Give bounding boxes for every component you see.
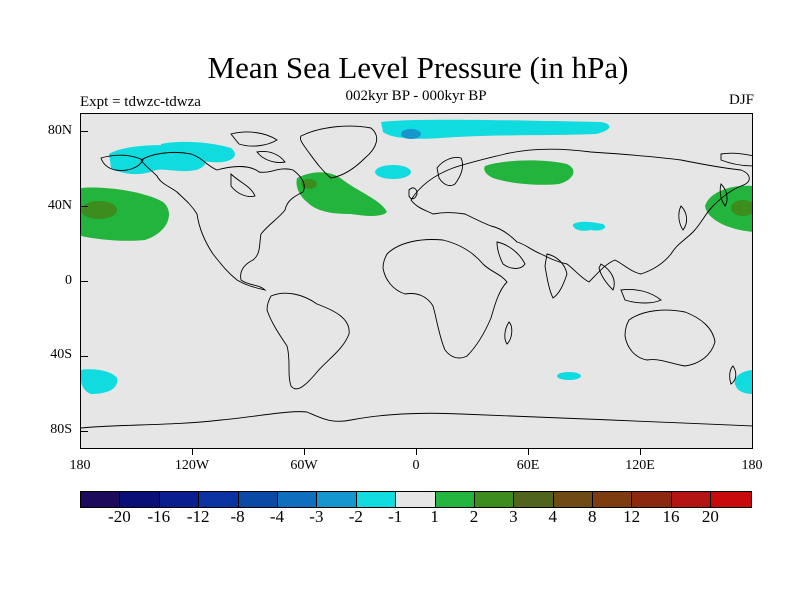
anomaly-neg-sw-pacific xyxy=(81,369,118,394)
coast-se-asia xyxy=(598,263,662,304)
experiment-label: Expt = tdwzc-tdwza xyxy=(80,94,201,110)
lon-tick xyxy=(416,449,417,455)
coast-india xyxy=(544,253,568,299)
lon-label-180w: 180 xyxy=(69,458,91,473)
anomaly-neg-arctic xyxy=(381,119,610,139)
chart-title: Mean Sea Level Pressure (in hPa) xyxy=(207,50,629,85)
colorbar-swatch xyxy=(514,492,554,507)
lon-tick xyxy=(192,449,193,455)
lat-label-0: 0 xyxy=(65,273,72,288)
anomaly-pos-atlantic-core xyxy=(301,179,317,189)
colorbar-label: -4 xyxy=(269,507,285,526)
colorbar-label: -12 xyxy=(186,507,210,526)
lat-label-40n: 40N xyxy=(47,198,72,213)
anomaly-pos-npac-west-core xyxy=(81,201,117,219)
coast-madagascar xyxy=(504,321,513,345)
coast-australia xyxy=(624,309,716,367)
colorbar xyxy=(80,491,752,508)
colorbar-label: -1 xyxy=(388,507,403,526)
anomaly-neg-greenland xyxy=(375,165,411,179)
colorbar-label: -20 xyxy=(108,507,131,526)
colorbar-label: 2 xyxy=(469,507,479,526)
colorbar-swatch xyxy=(356,492,397,507)
colorbar-label: -3 xyxy=(309,507,324,526)
anomaly-pos-npac-east xyxy=(705,185,752,232)
colorbar-label: 4 xyxy=(548,507,558,526)
anomaly-neg-se-pacific xyxy=(734,370,752,394)
coast-alaska xyxy=(100,154,144,171)
colorbar-swatch xyxy=(396,492,436,507)
lon-label-60w: 60W xyxy=(290,458,318,473)
colorbar-swatch xyxy=(159,492,200,507)
anomaly-neg-canada xyxy=(161,141,235,163)
season-label: DJF xyxy=(728,92,754,108)
colorbar-swatch xyxy=(120,492,160,507)
anomaly-neg-tibet xyxy=(573,221,606,231)
lat-tick xyxy=(80,356,88,357)
map-canvas xyxy=(81,114,752,448)
coast-antarctica xyxy=(81,411,752,429)
anomaly-pos-npac-east-core xyxy=(731,200,752,216)
coast-japan xyxy=(678,205,688,231)
anomaly-neg-arctic-core xyxy=(401,129,421,139)
coast-scandinavia xyxy=(436,157,464,187)
colorbar-swatch xyxy=(474,492,515,507)
coast-hudson-bay xyxy=(230,172,256,197)
coastlines xyxy=(81,125,752,429)
coast-new-zealand xyxy=(729,365,737,385)
coast-british-isles xyxy=(408,187,418,200)
lat-tick xyxy=(80,431,88,432)
coast-arctic-islands xyxy=(230,131,286,163)
colorbar-swatch xyxy=(81,492,121,507)
lat-tick xyxy=(80,281,88,282)
lat-label-80s: 80S xyxy=(50,422,72,437)
lat-label-40s: 40S xyxy=(50,347,72,362)
anomaly-pos-atlantic xyxy=(296,172,387,216)
colorbar-swatch xyxy=(317,492,357,507)
coast-south-america xyxy=(266,292,350,390)
map-panel xyxy=(80,113,753,449)
colorbar-label: 16 xyxy=(662,507,680,526)
lon-tick xyxy=(640,449,641,455)
colorbar-swatch xyxy=(238,492,278,507)
colorbar-label: -16 xyxy=(147,507,171,526)
lat-tick xyxy=(80,131,88,132)
lon-tick xyxy=(528,449,529,455)
lon-label-120w: 120W xyxy=(174,458,210,473)
colorbar-swatch xyxy=(593,492,633,507)
anomaly-neg-southern-ocean xyxy=(557,372,581,380)
lon-label-120e: 120E xyxy=(625,458,655,473)
lon-label-180e: 180 xyxy=(741,458,763,473)
colorbar-label: 1 xyxy=(430,507,439,526)
anomaly-fields xyxy=(81,119,752,394)
lat-label-80n: 80N xyxy=(47,123,72,138)
chart-subtitle: 002kyr BP - 000kyr BP xyxy=(345,88,487,104)
colorbar-label: 3 xyxy=(509,507,518,526)
coast-greenland xyxy=(300,125,378,179)
anomaly-pos-siberia xyxy=(484,160,574,185)
colorbar-swatch xyxy=(277,492,318,507)
colorbar-swatch xyxy=(711,492,751,507)
coast-africa xyxy=(382,239,508,359)
colorbar-swatch xyxy=(199,492,239,507)
colorbar-label: 12 xyxy=(623,507,641,526)
colorbar-swatch xyxy=(553,492,594,507)
colorbar-swatch xyxy=(671,492,712,507)
colorbar-label: -8 xyxy=(230,507,245,526)
coast-kamchatka xyxy=(719,183,728,207)
coast-eurasia xyxy=(410,148,750,283)
coast-chukotka xyxy=(720,152,752,167)
coast-north-america xyxy=(140,151,305,291)
colorbar-swatch xyxy=(632,492,672,507)
lon-label-0: 0 xyxy=(412,458,420,473)
colorbar-label: 20 xyxy=(701,507,719,526)
coast-arabia xyxy=(496,241,526,269)
lon-label-60e: 60E xyxy=(516,458,540,473)
lon-tick xyxy=(304,449,305,455)
colorbar-label: -2 xyxy=(348,507,363,526)
colorbar-swatch xyxy=(435,492,475,507)
anomaly-pos-npac-west xyxy=(81,187,169,241)
lat-tick xyxy=(80,206,88,207)
colorbar-label: 8 xyxy=(587,507,597,526)
